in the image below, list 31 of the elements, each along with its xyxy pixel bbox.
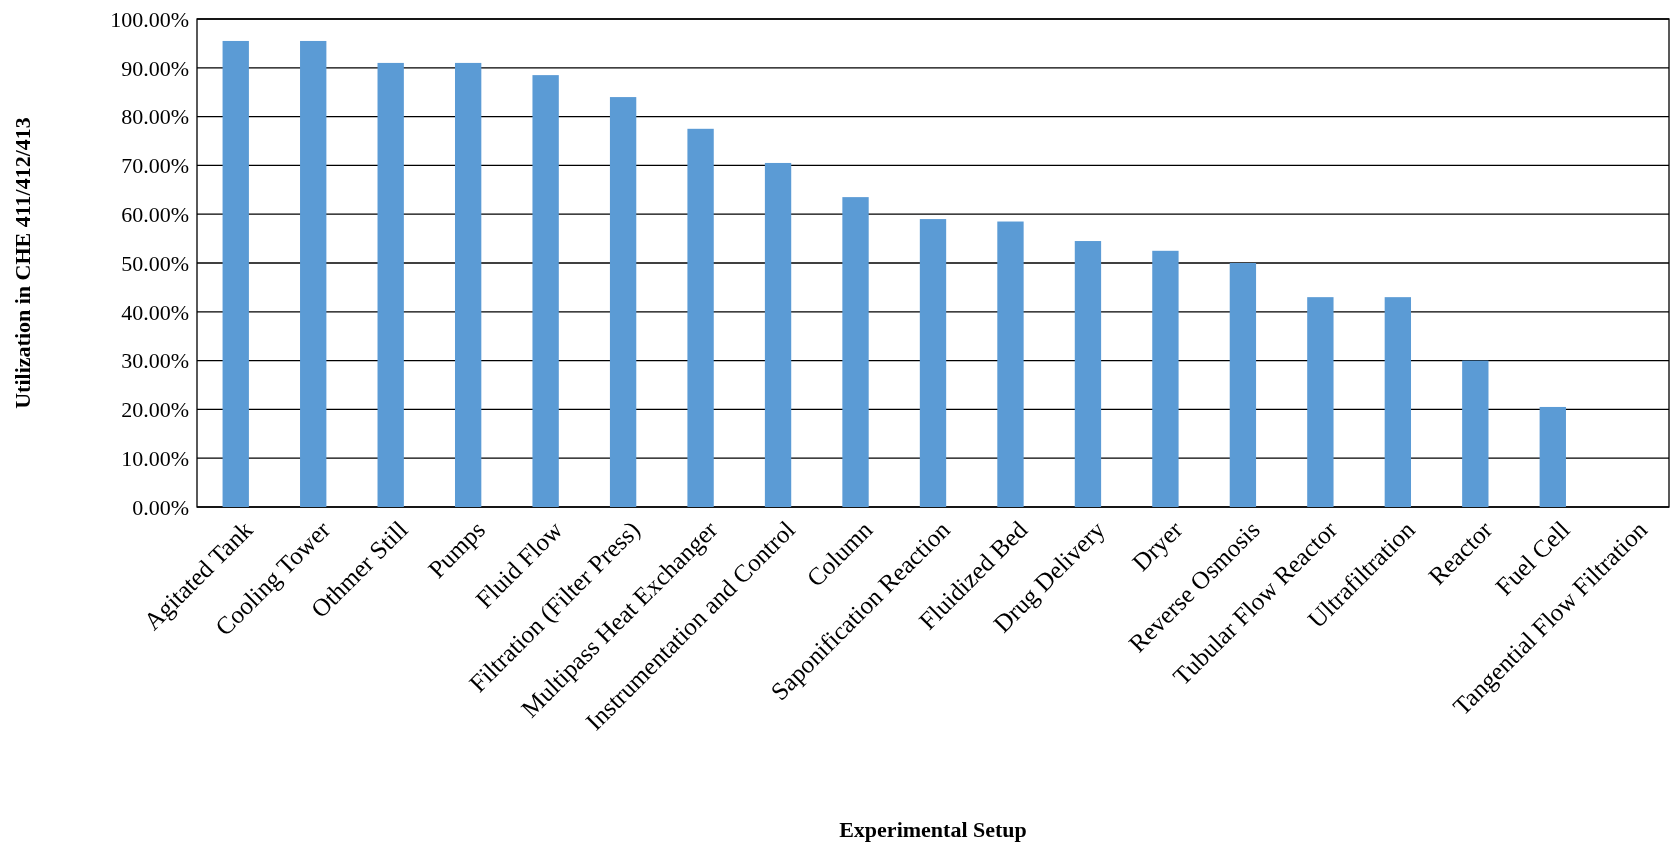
bar [1539,406,1566,507]
bar [997,221,1024,507]
y-tick-label: 100.00% [110,6,189,32]
y-tick-label: 60.00% [121,201,189,227]
y-tick-label: 70.00% [121,153,189,179]
bar [1462,360,1489,507]
bar [377,62,404,507]
bar [842,197,869,507]
bar [454,62,482,507]
y-axis-title: Utilization in CHE 411/412/413 [10,117,35,409]
bar [687,128,714,507]
bar [300,40,327,507]
bar [764,162,792,507]
y-tick-label: 90.00% [121,55,189,81]
y-tick-label: 30.00% [121,348,189,374]
bar [609,97,637,507]
bar [1152,250,1179,507]
y-tick-label: 40.00% [121,299,189,325]
bar [1229,263,1257,507]
bar [1307,297,1334,507]
bar [919,219,947,507]
bar [222,40,249,507]
y-tick-label: 10.00% [121,445,189,471]
y-tick-label: 80.00% [121,104,189,130]
x-axis-title: Experimental Setup [839,817,1027,842]
y-tick-label: 20.00% [121,397,189,423]
y-tick-label: 0.00% [132,494,189,520]
bar [1384,297,1412,507]
y-tick-label: 50.00% [121,250,189,276]
bar [1074,241,1102,507]
bar [532,75,559,507]
